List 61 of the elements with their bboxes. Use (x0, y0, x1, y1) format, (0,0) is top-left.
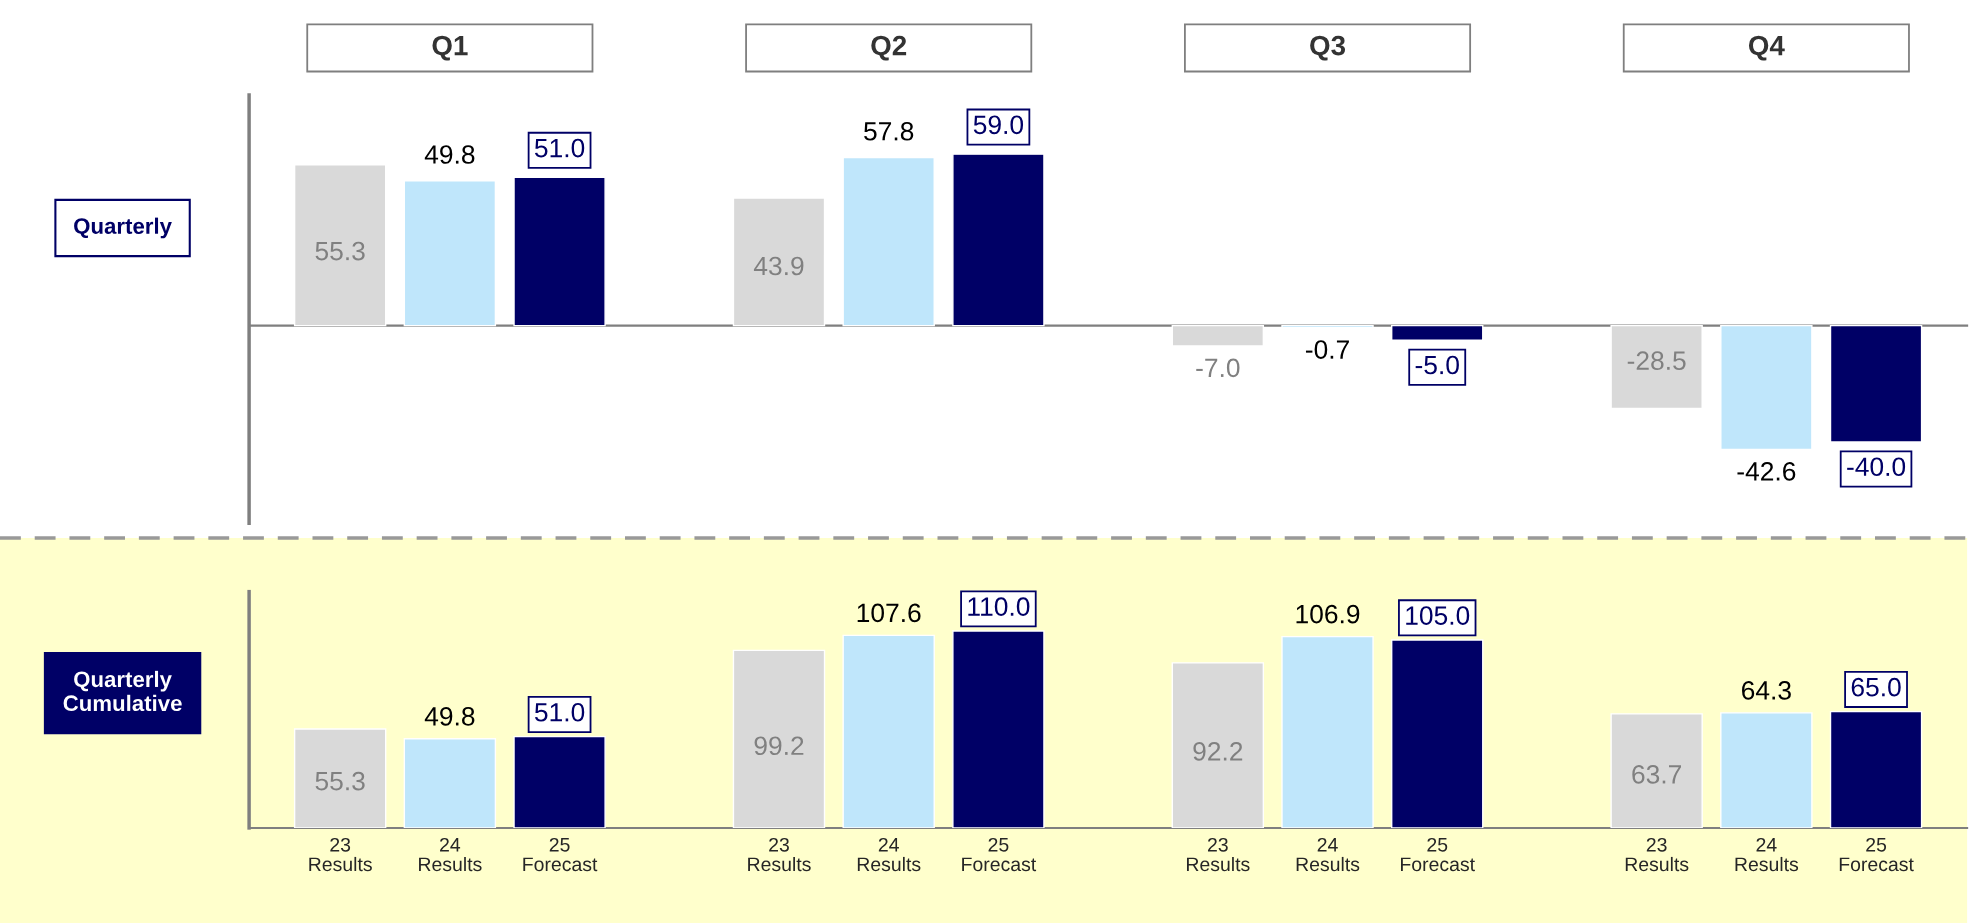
text: Quarterly (74, 217, 172, 239)
text: 24 Results (1735, 837, 1799, 872)
bar (952, 153, 1045, 327)
bar (1720, 324, 1813, 451)
data-label: -0.7 (1305, 340, 1349, 359)
text: 23 Results (748, 837, 811, 872)
x-tick-label: Q1 (432, 35, 468, 61)
bar (513, 176, 606, 327)
data-label: -5.0 (1415, 355, 1459, 375)
bar (1171, 324, 1265, 347)
text: 24 Results (1296, 837, 1360, 872)
text: 25 Forecast (1839, 837, 1914, 872)
bar (1829, 324, 1923, 443)
data-label: 57.8 (864, 121, 914, 141)
data-label: 51.0 (534, 138, 585, 158)
bar (842, 634, 935, 828)
data-label: -42.6 (1737, 462, 1796, 481)
text: 25 Forecast (962, 837, 1037, 872)
data-label: 110.0 (968, 597, 1030, 616)
data-label: 51.0 (534, 702, 585, 722)
bar (403, 738, 497, 828)
x-tick-label: Q3 (1310, 35, 1346, 61)
data-label: 49.8 (424, 145, 475, 164)
data-label: 59.0 (973, 115, 1024, 135)
bar (1720, 712, 1813, 828)
data-label: 43.9 (753, 256, 804, 276)
data-label: -40.0 (1847, 457, 1906, 477)
data-label: 63.7 (1632, 765, 1681, 784)
bar (293, 164, 387, 327)
text: 24 Results (857, 837, 921, 872)
text: 25 Forecast (1401, 837, 1475, 872)
text: Quarterly Cumulative (63, 670, 182, 712)
series-label: 24 Results (419, 837, 482, 872)
bar (732, 649, 826, 828)
bar (293, 728, 387, 828)
data-label: 107.6 (857, 603, 921, 623)
bar (732, 197, 826, 327)
bar (1171, 662, 1265, 828)
data-label: 49.8 (424, 707, 475, 726)
data-label: 64.3 (1742, 681, 1791, 700)
data-label: 99.2 (754, 736, 804, 756)
x-tick-label: Q2 (871, 35, 907, 61)
x-tick-label: Q4 (1748, 35, 1785, 61)
series-label: 25 Forecast (523, 837, 598, 872)
data-label: 106.9 (1296, 604, 1360, 624)
series-label: 23 Results (309, 837, 372, 872)
text: 23 Results (1625, 837, 1689, 872)
data-label: 55.3 (315, 771, 365, 791)
bar (842, 156, 935, 327)
text: 23 Results (1186, 837, 1250, 872)
data-label: 92.2 (1193, 742, 1243, 761)
data-label: -7.0 (1196, 358, 1240, 378)
bar (403, 180, 497, 327)
bar (1391, 324, 1484, 341)
data-label: 65.0 (1851, 677, 1901, 697)
data-label: -28.5 (1627, 351, 1686, 371)
data-label: 55.3 (315, 241, 365, 261)
bar (1610, 713, 1703, 828)
bar (1610, 324, 1703, 410)
bar (1281, 635, 1374, 828)
data-label: 105.0 (1406, 606, 1470, 625)
